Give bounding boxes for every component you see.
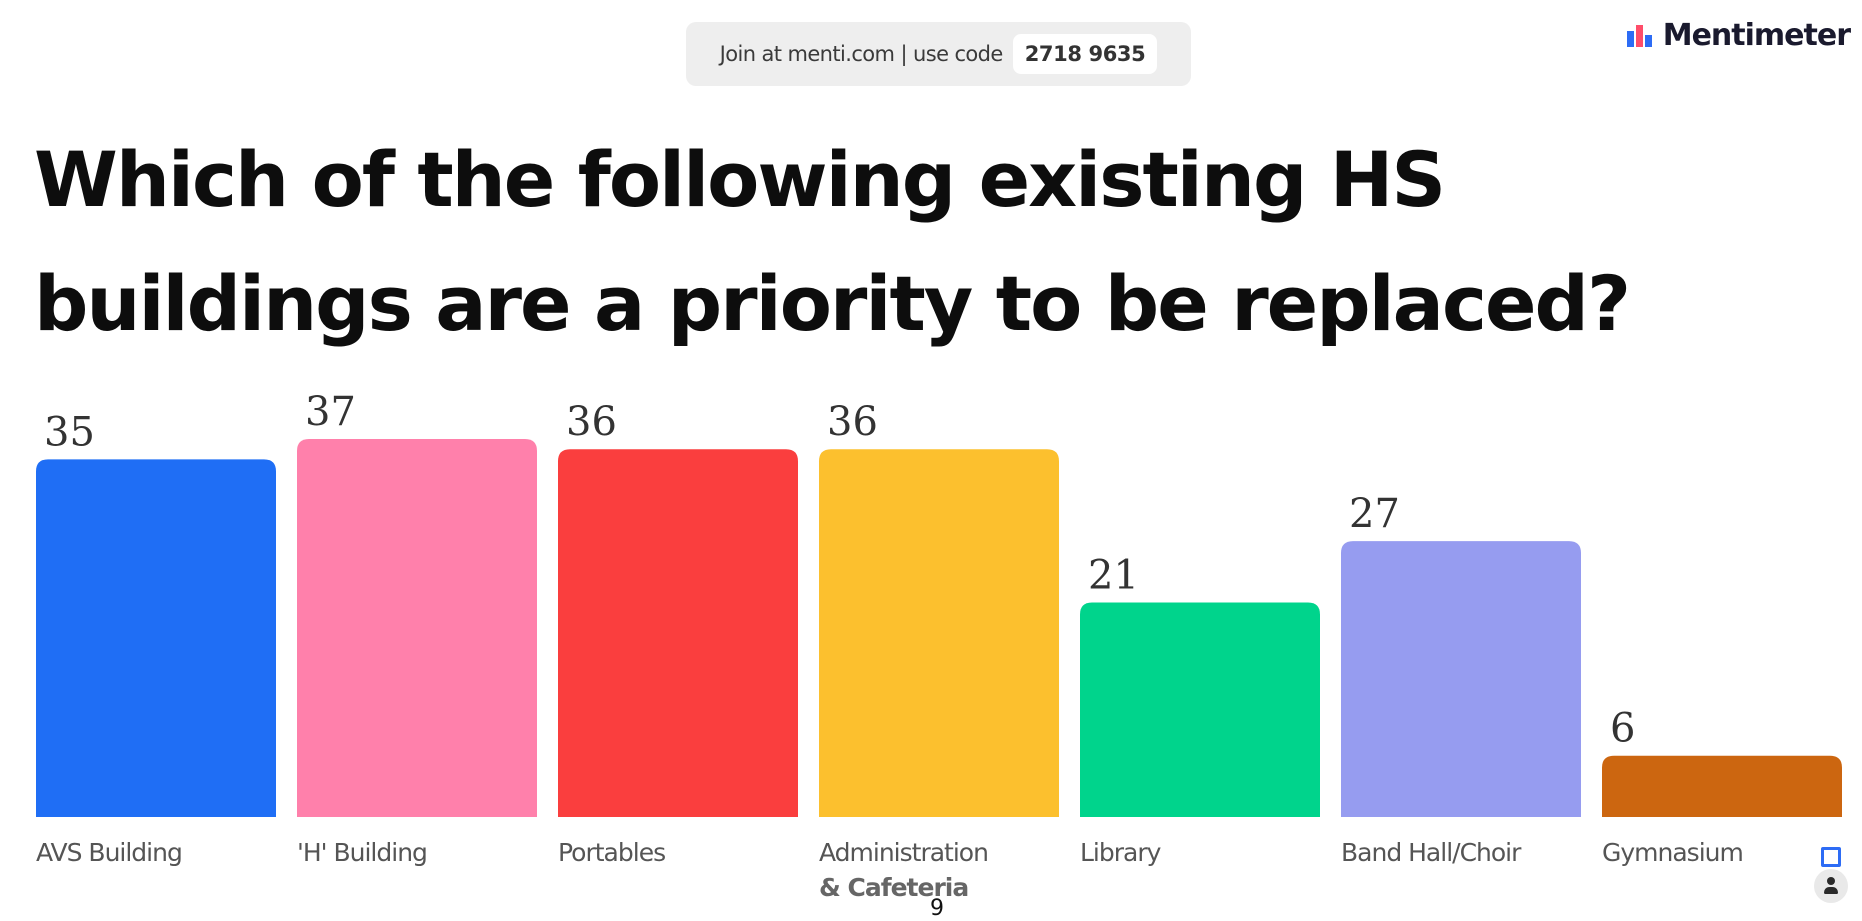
bar [819, 449, 1059, 817]
bar [1080, 602, 1320, 817]
bar [558, 449, 798, 817]
category-label-line: AVS Building [36, 838, 183, 867]
bar-value-label: 36 [827, 399, 878, 445]
corner-controls [1814, 845, 1850, 913]
page-number: 9 [930, 896, 944, 921]
bar-value-label: 35 [44, 409, 95, 455]
category-label: Portables [558, 838, 666, 867]
category-label: Gymnasium [1602, 838, 1744, 867]
bar [1602, 755, 1842, 817]
bar [297, 439, 537, 817]
mentimeter-logo-icon [1626, 25, 1652, 47]
participant-user-icon[interactable] [1814, 869, 1848, 903]
brand-name: Mentimeter [1662, 17, 1851, 53]
brand: Mentimeter [1626, 12, 1851, 58]
bar-value-label: 6 [1610, 706, 1635, 752]
category-label-line: Gymnasium [1602, 838, 1744, 867]
bar [36, 459, 276, 817]
category-label-line: Band Hall/Choir [1341, 838, 1521, 867]
question-title: Which of the following existing HS build… [34, 135, 1631, 348]
bar-value-label: 37 [305, 389, 356, 435]
category-label: Band Hall/Choir [1341, 838, 1521, 867]
category-label-line: Portables [558, 838, 666, 867]
join-instructions: Join at menti.com | use code 2718 9635 [686, 22, 1191, 86]
category-label: Library [1080, 838, 1161, 867]
comment-square-icon[interactable] [1821, 847, 1841, 867]
bar [1341, 541, 1581, 817]
bar-value-label: 36 [566, 399, 617, 445]
category-label: AVS Building [36, 838, 183, 867]
category-label-line: Library [1080, 838, 1161, 867]
bar-value-label: 27 [1349, 491, 1400, 537]
bar-value-label: 21 [1088, 552, 1139, 598]
category-label-line: Administration [819, 838, 989, 867]
category-label-line: & Cafeteria [819, 873, 969, 902]
category-label: 'H' Building [297, 838, 428, 867]
category-label: Administration & Cafeteria [819, 838, 989, 902]
join-text: Join at menti.com | use code [719, 42, 1004, 66]
join-code: 2718 9635 [1012, 34, 1158, 74]
bar-chart: 35 37 36 36 21 27 6 [36, 389, 1842, 817]
category-label-line: 'H' Building [297, 838, 428, 867]
